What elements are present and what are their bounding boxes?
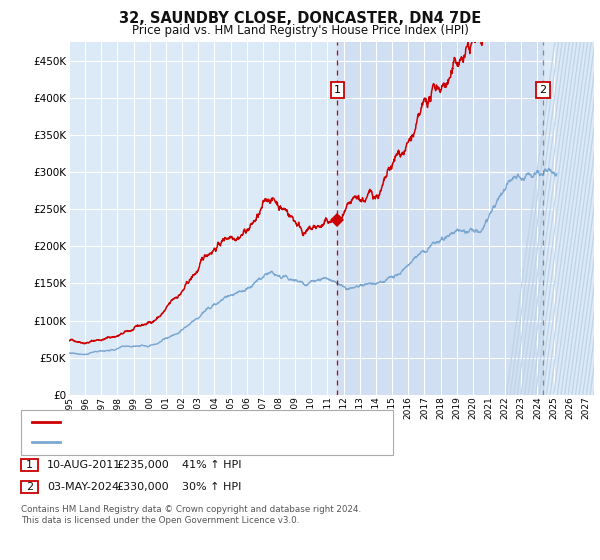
Text: HPI: Average price, detached house, Doncaster: HPI: Average price, detached house, Donc…: [64, 437, 300, 447]
Text: £235,000: £235,000: [116, 460, 169, 470]
Text: Price paid vs. HM Land Registry's House Price Index (HPI): Price paid vs. HM Land Registry's House …: [131, 24, 469, 36]
Text: 1: 1: [26, 460, 33, 470]
Text: 32, SAUNDBY CLOSE, DONCASTER, DN4 7DE (detached house): 32, SAUNDBY CLOSE, DONCASTER, DN4 7DE (d…: [64, 417, 377, 427]
Text: 32, SAUNDBY CLOSE, DONCASTER, DN4 7DE: 32, SAUNDBY CLOSE, DONCASTER, DN4 7DE: [119, 11, 481, 26]
Text: 41% ↑ HPI: 41% ↑ HPI: [182, 460, 241, 470]
Bar: [555, 42, 594, 395]
Bar: [337, 42, 543, 395]
Text: 30% ↑ HPI: 30% ↑ HPI: [182, 482, 241, 492]
Text: 03-MAY-2024: 03-MAY-2024: [47, 482, 119, 492]
Text: £330,000: £330,000: [116, 482, 169, 492]
Text: 1: 1: [334, 85, 341, 95]
Text: 2: 2: [539, 85, 547, 95]
Text: 2: 2: [26, 482, 33, 492]
Text: Contains HM Land Registry data © Crown copyright and database right 2024.
This d: Contains HM Land Registry data © Crown c…: [21, 505, 361, 525]
Text: 10-AUG-2011: 10-AUG-2011: [47, 460, 121, 470]
